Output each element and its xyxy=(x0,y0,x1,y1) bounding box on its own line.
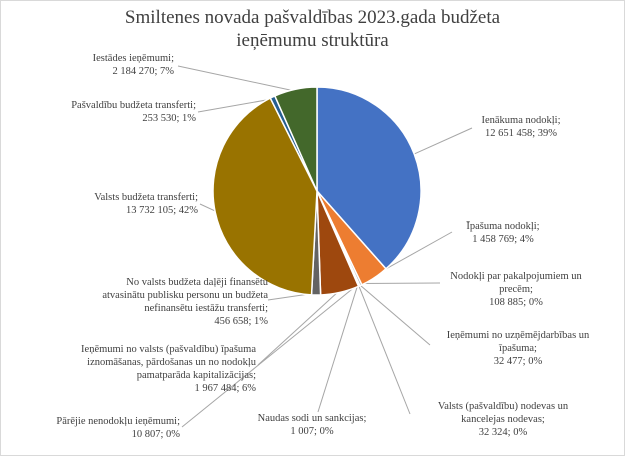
data-label-5-line-2: kancelejas nodevas; xyxy=(461,414,545,425)
data-label-7-line-1: Pārējie nenodokļu ieņēmumi; xyxy=(56,416,180,427)
data-label-9: No valsts budžeta daļēji finansētu atvasi… xyxy=(38,276,268,328)
leader-line-1 xyxy=(412,127,473,156)
data-label-12-line-1: Iestādes ieņēmumi; xyxy=(92,53,174,64)
data-label-10-line-1: Valsts budžeta transferti; xyxy=(94,192,198,203)
data-label-8-line-1: Ieņēmumi no valsts (pašvaldību) īpašuma xyxy=(81,344,256,355)
data-label-12: Iestādes ieņēmumi; 2 184 270; 7% xyxy=(14,52,174,78)
data-label-5-line-1: Valsts (pašvaldību) nodevas un xyxy=(437,401,569,412)
leader-lines xyxy=(177,65,473,428)
data-label-7: Pārējie nenodokļu ieņēmumi; 10 807; 0% xyxy=(20,415,180,441)
data-label-5-line-3: 32 324; 0% xyxy=(478,427,528,438)
data-label-3-line-2: precēm; xyxy=(499,284,533,295)
data-label-9-line-4: 456 658; 1% xyxy=(214,316,268,327)
data-label-8: Ieņēmumi no valsts (pašvaldību) īpašuma i… xyxy=(16,343,256,395)
data-label-11-line-2: 253 530; 1% xyxy=(142,113,196,124)
data-label-6-line-2: 1 007; 0% xyxy=(290,426,334,437)
data-label-8-line-4: 1 967 484; 6% xyxy=(194,383,256,394)
data-label-12-line-2: 2 184 270; 7% xyxy=(112,66,174,77)
data-label-9-line-1: No valsts budžeta daļēji finansētu xyxy=(126,277,268,288)
data-label-2-line-1: Īpašuma nodokļi; xyxy=(466,221,540,232)
data-label-1-line-1: Ienākuma nodokļi; xyxy=(481,115,561,126)
leader-line-12 xyxy=(177,65,296,92)
data-label-4-line-3: 32 477; 0% xyxy=(493,356,543,367)
data-label-9-line-2: atvasinātu publisku personu un budžeta xyxy=(102,290,268,301)
data-label-7-line-2: 10 807; 0% xyxy=(131,429,180,440)
data-label-4-line-2: īpašuma; xyxy=(499,343,537,354)
data-label-10: Valsts budžeta transferti; 13 732 105; 42… xyxy=(18,191,198,217)
leader-line-8 xyxy=(257,290,340,366)
data-label-4: Ieņēmumi no uzņēmējdarbības un īpašuma; 32… xyxy=(420,329,616,368)
data-label-2: Īpašuma nodokļi; 1 458 769; 4% xyxy=(454,220,552,246)
chart-title-line-2: ieņēmumu struktūra xyxy=(236,30,389,51)
data-label-8-line-3: pamatparāda kapitalizācijas; xyxy=(136,370,256,381)
pie-slice-1 xyxy=(316,86,422,270)
chart-title: Smiltenes novada pašvaldības 2023.gada b… xyxy=(0,6,625,52)
data-label-1: Ienākuma nodokļi; 12 651 458; 39% xyxy=(466,114,576,140)
data-label-11: Pašvaldību budžeta transferti; 253 530; 1… xyxy=(18,99,196,125)
data-label-3: Nodokļi par pakalpojumiem un precēm; 108 8… xyxy=(418,270,614,309)
pie-slices xyxy=(212,86,422,296)
data-label-1-line-2: 12 651 458; 39% xyxy=(484,128,558,139)
data-label-3-line-3: 108 885; 0% xyxy=(489,297,543,308)
data-label-3-line-1: Nodokļi par pakalpojumiem un xyxy=(450,271,582,282)
data-label-5: Valsts (pašvaldību) nodevas un kancelejas… xyxy=(405,400,601,439)
pie-slice-10 xyxy=(212,97,318,296)
leader-line-7 xyxy=(181,284,359,428)
leader-line-11 xyxy=(197,98,274,113)
leader-line-6 xyxy=(317,284,359,413)
data-label-6-line-1: Naudas sodi un sankcijas; xyxy=(257,413,367,424)
chart-title-line-1: Smiltenes novada pašvaldības 2023.gada b… xyxy=(124,7,501,28)
data-label-8-line-2: iznomāšanas, pārdošanas un no nodokļu xyxy=(87,357,256,368)
leader-line-4 xyxy=(358,283,431,346)
data-label-10-line-2: 13 732 105; 42% xyxy=(125,205,198,216)
pie-slice-12 xyxy=(273,86,318,192)
data-label-9-line-3: nefinansētu iestāžu transferti; xyxy=(144,303,268,314)
data-label-11-line-1: Pašvaldību budžeta transferti; xyxy=(71,100,196,111)
data-label-6: Naudas sodi un sankcijas; 1 007; 0% xyxy=(232,412,392,438)
leader-line-5 xyxy=(357,284,411,415)
data-label-2-line-2: 1 458 769; 4% xyxy=(472,234,534,245)
data-label-4-line-1: Ieņēmumi no uzņēmējdarbības un xyxy=(446,330,590,341)
